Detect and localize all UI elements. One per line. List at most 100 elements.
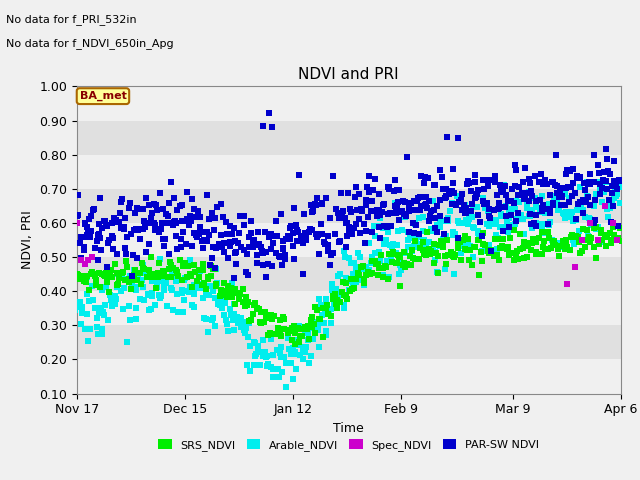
Point	[459, 202, 469, 209]
Point	[396, 266, 406, 274]
Point	[589, 203, 600, 210]
Point	[367, 253, 377, 261]
Point	[234, 229, 244, 237]
Point	[137, 226, 147, 233]
Point	[127, 277, 137, 285]
Point	[570, 232, 580, 240]
Point	[122, 338, 132, 346]
Point	[287, 336, 297, 344]
Point	[244, 319, 254, 326]
Point	[435, 196, 445, 204]
Point	[318, 333, 328, 341]
Point	[72, 303, 83, 311]
Point	[226, 289, 236, 297]
Point	[339, 247, 349, 255]
Point	[467, 200, 477, 208]
Point	[372, 213, 382, 220]
Point	[198, 266, 209, 274]
Point	[86, 282, 97, 290]
Point	[509, 226, 519, 234]
Point	[155, 255, 165, 263]
Point	[127, 252, 138, 259]
Point	[568, 217, 579, 225]
Point	[602, 186, 612, 193]
Point	[205, 263, 216, 270]
Point	[395, 282, 405, 290]
Point	[132, 204, 143, 212]
Point	[192, 285, 202, 292]
Point	[470, 171, 481, 179]
Point	[547, 236, 557, 244]
Point	[234, 295, 244, 303]
Point	[518, 239, 529, 246]
Point	[406, 199, 416, 207]
Point	[496, 184, 506, 192]
Point	[449, 253, 459, 261]
Point	[225, 284, 236, 292]
Point	[566, 192, 577, 200]
Point	[84, 286, 94, 294]
Point	[253, 240, 264, 248]
Point	[149, 274, 159, 281]
Point	[460, 232, 470, 240]
Point	[206, 317, 216, 324]
Point	[410, 237, 420, 245]
Point	[609, 233, 620, 241]
Point	[412, 255, 422, 263]
Point	[440, 260, 451, 268]
Point	[192, 233, 202, 241]
Point	[420, 173, 431, 180]
Point	[116, 198, 126, 206]
Point	[268, 315, 278, 323]
Point	[367, 269, 377, 277]
Point	[319, 309, 330, 316]
Point	[349, 260, 359, 267]
Point	[539, 238, 549, 245]
Point	[163, 212, 173, 219]
Point	[227, 229, 237, 237]
Point	[574, 238, 584, 246]
Point	[285, 326, 295, 334]
Point	[159, 270, 169, 278]
Point	[473, 186, 483, 193]
Point	[208, 243, 218, 251]
Point	[348, 282, 358, 290]
Point	[465, 246, 475, 254]
Point	[515, 183, 525, 191]
Point	[335, 270, 345, 278]
Point	[99, 271, 109, 278]
Point	[147, 271, 157, 278]
Point	[109, 294, 120, 302]
Point	[376, 251, 386, 259]
Point	[180, 274, 191, 282]
Point	[197, 281, 207, 289]
Point	[92, 281, 102, 289]
Point	[170, 218, 180, 226]
Point	[85, 325, 95, 333]
Point	[537, 207, 547, 215]
Point	[90, 272, 100, 279]
Point	[506, 197, 516, 204]
Point	[378, 201, 388, 208]
Point	[198, 294, 209, 301]
Point	[264, 261, 274, 268]
Point	[79, 260, 90, 268]
Point	[227, 293, 237, 300]
Point	[467, 213, 477, 221]
Point	[400, 264, 410, 271]
Point	[596, 226, 606, 234]
Point	[218, 213, 228, 221]
Point	[338, 278, 348, 286]
Point	[552, 183, 563, 191]
Point	[255, 361, 265, 369]
Point	[384, 250, 394, 258]
Point	[454, 198, 464, 205]
Point	[79, 275, 90, 283]
Point	[233, 239, 243, 247]
Point	[164, 199, 174, 207]
Point	[601, 145, 611, 153]
Point	[518, 254, 529, 262]
Point	[86, 271, 97, 278]
Point	[419, 227, 429, 234]
Point	[582, 192, 592, 200]
